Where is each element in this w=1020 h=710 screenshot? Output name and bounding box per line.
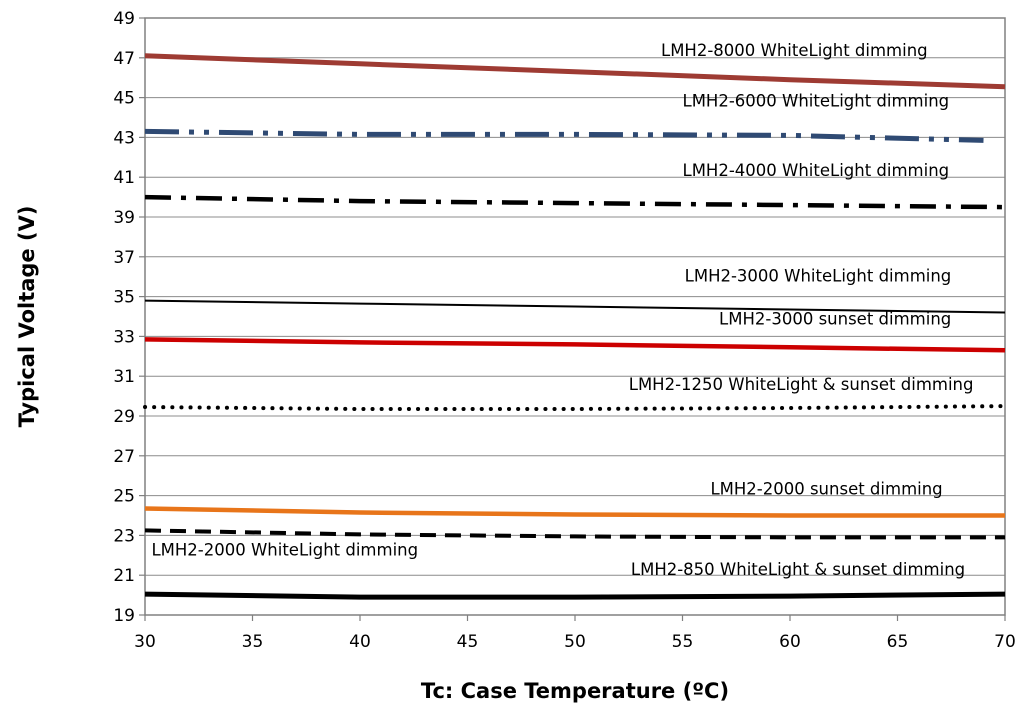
x-tick-label: 45 bbox=[457, 632, 479, 652]
gridlines bbox=[145, 57, 1005, 576]
series-line bbox=[144, 299, 1006, 314]
series-label: LMH2-4000 WhiteLight dimming bbox=[683, 161, 950, 180]
x-tick-label: 40 bbox=[349, 632, 371, 652]
x-tick-label: 30 bbox=[134, 632, 156, 652]
x-tick-label: 50 bbox=[564, 632, 586, 652]
series-label: LMH2-6000 WhiteLight dimming bbox=[683, 92, 950, 111]
x-tick-label: 65 bbox=[887, 632, 909, 652]
y-tick-label: 19 bbox=[113, 606, 135, 626]
x-axis-title: Tc: Case Temperature (ºC) bbox=[421, 679, 729, 703]
y-tick-label: 23 bbox=[113, 526, 135, 546]
series-line bbox=[144, 194, 1006, 210]
x-tick-label: 55 bbox=[672, 632, 694, 652]
series-line bbox=[144, 128, 984, 143]
y-axis-title: Typical Voltage (V) bbox=[15, 206, 39, 428]
series-line bbox=[144, 591, 1006, 600]
y-tick-label: 25 bbox=[113, 487, 135, 507]
x-tick-label: 35 bbox=[242, 632, 264, 652]
series-line bbox=[143, 404, 1007, 411]
y-tick-label: 33 bbox=[113, 327, 135, 347]
axis-ticks: 19 21 23 25 27 29 31 33 35 37 39 41 43 45 47 49 30 35 40 45… bbox=[113, 9, 1015, 652]
x-tick-label: 70 bbox=[994, 632, 1016, 652]
series-line bbox=[144, 53, 1006, 90]
y-tick-label: 21 bbox=[113, 566, 135, 586]
y-tick-label: 37 bbox=[113, 248, 135, 268]
y-tick-label: 47 bbox=[113, 49, 135, 69]
y-tick-label: 45 bbox=[113, 89, 135, 109]
y-tick-label: 27 bbox=[113, 447, 135, 467]
x-tick-label: 60 bbox=[779, 632, 801, 652]
series-lines bbox=[143, 53, 1007, 600]
y-tick-label: 39 bbox=[113, 208, 135, 228]
series-line bbox=[144, 337, 1006, 353]
series-line bbox=[144, 506, 1005, 518]
series-label: LMH2-3000 sunset dimming bbox=[719, 309, 951, 328]
series-label: LMH2-2000 WhiteLight dimming bbox=[151, 540, 418, 559]
y-tick-label: 49 bbox=[113, 9, 135, 29]
series-label: LMH2-850 WhiteLight & sunset dimming bbox=[631, 560, 965, 579]
y-tick-label: 43 bbox=[113, 128, 135, 148]
y-tick-label: 29 bbox=[113, 407, 135, 427]
series-label: LMH2-8000 WhiteLight dimming bbox=[661, 41, 928, 60]
series-label: LMH2-2000 sunset dimming bbox=[710, 480, 942, 499]
series-labels: LMH2-8000 WhiteLight dimming LMH2-6000 Wh… bbox=[151, 41, 973, 579]
y-tick-label: 41 bbox=[113, 168, 135, 188]
y-tick-label: 31 bbox=[113, 367, 135, 387]
series-label: LMH2-3000 WhiteLight dimming bbox=[685, 267, 952, 286]
series-line bbox=[144, 528, 1005, 540]
series-label: LMH2-1250 WhiteLight & sunset dimming bbox=[629, 375, 974, 394]
y-tick-label: 35 bbox=[113, 288, 135, 308]
